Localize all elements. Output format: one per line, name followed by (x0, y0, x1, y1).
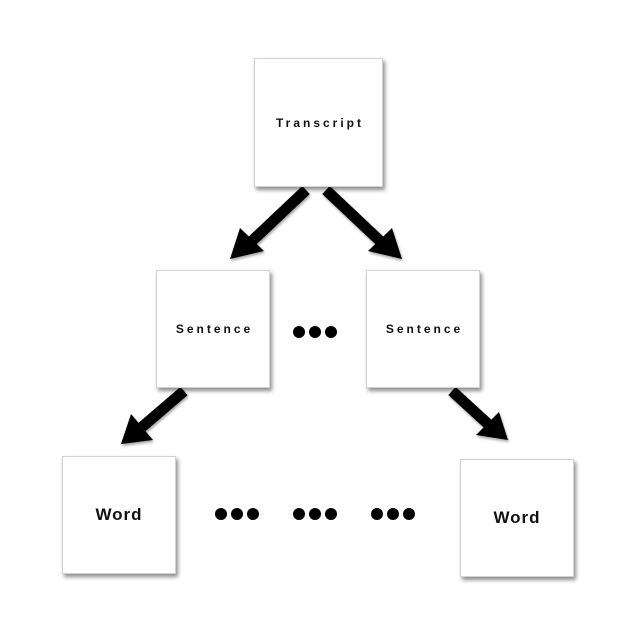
arrow-sentence-right-to-word-right (448, 386, 508, 440)
node-sentence-right-label: Sentence (385, 322, 464, 336)
ellipsis-dots-words-1 (215, 508, 259, 520)
node-transcript: Transcript (254, 58, 383, 187)
ellipsis-dots-sentences (293, 326, 337, 338)
arrow-transcript-to-sentence-left (230, 186, 310, 259)
ellipsis-dots-words-3 (371, 508, 415, 520)
node-word-right-label: Word (493, 508, 541, 527)
node-word-left-label: Word (95, 505, 143, 524)
node-sentence-left: Sentence (156, 270, 270, 388)
node-sentence-right: Sentence (366, 270, 480, 388)
node-word-left: Word (62, 456, 176, 574)
node-transcript-label: Transcript (275, 115, 365, 130)
node-sentence-left-label: Sentence (175, 322, 254, 336)
arrow-sentence-left-to-word-left (121, 386, 188, 444)
node-word-right: Word (460, 459, 574, 577)
arrow-transcript-to-sentence-right (322, 186, 402, 259)
ellipsis-dots-words-2 (293, 508, 337, 520)
